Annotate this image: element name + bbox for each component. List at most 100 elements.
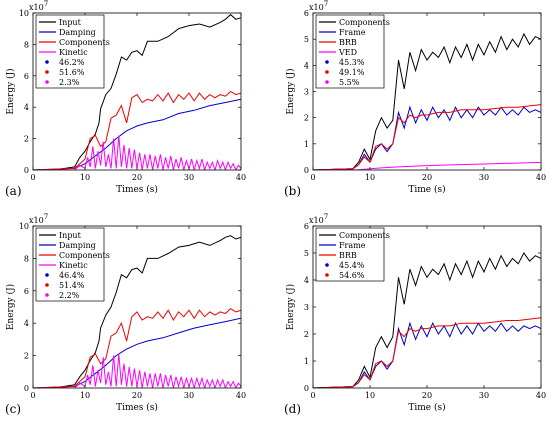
y-tick-label: 1 [304, 140, 309, 149]
y-tick-label: 4 [304, 61, 309, 70]
series-line-damping [33, 98, 241, 170]
percentage-marker [325, 70, 329, 74]
x-tick-label: 30 [479, 173, 489, 182]
y-tick-label: 0 [304, 384, 309, 393]
percentage-marker [45, 283, 49, 287]
y-axis-label: Energy (J) [285, 284, 296, 330]
x-axis-label: Time (s) [408, 184, 445, 195]
percentage-marker [45, 293, 49, 297]
legend-entry: BRB [339, 251, 357, 260]
series-line-components [313, 32, 541, 170]
y-axis-multiplier: x107 [29, 0, 48, 12]
legend-entry: BRB [339, 38, 357, 47]
x-tick-label: 0 [30, 173, 35, 182]
percentage-marker [325, 263, 329, 267]
series-line-frame [313, 105, 541, 170]
legend-entry: Components [59, 251, 110, 260]
percentage-marker [45, 80, 49, 84]
y-tick-label: 2 [24, 135, 29, 144]
percentage-label: 46.2% [59, 58, 85, 67]
x-axis-label: Time (s) [408, 402, 445, 413]
y-tick-label: 4 [24, 103, 29, 112]
x-tick-label: 10 [365, 173, 375, 182]
legend-entry: Frame [339, 28, 366, 37]
legend-entry: VED [338, 48, 357, 57]
x-tick-label: 30 [184, 391, 194, 400]
x-tick-label: 10 [80, 391, 90, 400]
x-tick-label: 40 [536, 173, 546, 182]
y-tick-label: 6 [24, 72, 29, 81]
legend-entry: Components [59, 38, 110, 47]
x-tick-label: 20 [132, 173, 142, 182]
series-line-brb [313, 104, 541, 170]
y-tick-label: 2 [304, 114, 309, 123]
x-tick-label: 40 [236, 173, 246, 182]
y-tick-label: 0 [24, 384, 29, 393]
y-tick-label: 8 [24, 40, 29, 49]
legend-entry: Components [339, 231, 390, 240]
y-tick-label: 6 [304, 9, 309, 18]
series-line-components [33, 90, 241, 170]
legend-entry: Damping [59, 241, 96, 250]
panel-label: (a) [5, 184, 22, 198]
series-line-components [33, 307, 241, 388]
percentage-label: 49.1% [339, 68, 365, 77]
series-line-damping [33, 317, 241, 388]
percentage-label: 45.3% [339, 58, 365, 67]
y-axis-label: Energy (J) [285, 68, 296, 114]
percentage-label: 46.4% [59, 271, 85, 280]
legend-entry: Input [59, 231, 82, 240]
legend-entry: Kinetic [59, 261, 88, 270]
y-tick-label: 0 [304, 166, 309, 175]
percentage-label: 5.5% [339, 78, 360, 87]
y-tick-label: 5 [304, 35, 309, 44]
percentage-marker [325, 60, 329, 64]
percentage-marker [45, 60, 49, 64]
series-line-kinetic [33, 353, 241, 388]
percentage-label: 54.6% [339, 271, 365, 280]
panel-label: (b) [284, 184, 301, 198]
percentage-label: 45.4% [339, 261, 365, 270]
y-tick-label: 6 [24, 287, 29, 296]
series-line-ved [313, 161, 541, 170]
percentage-label: 51.4% [59, 281, 85, 290]
legend-entry: Components [339, 18, 390, 27]
y-tick-label: 0 [24, 166, 29, 175]
legend-entry: Frame [339, 241, 366, 250]
x-tick-label: 0 [310, 391, 315, 400]
y-axis-label: Energy (J) [5, 284, 16, 330]
series-line-frame [313, 321, 541, 388]
y-axis-label: Energy (J) [5, 68, 16, 114]
percentage-marker [325, 273, 329, 277]
x-tick-label: 20 [132, 391, 142, 400]
series-line-kinetic [33, 135, 241, 170]
x-tick-label: 30 [479, 391, 489, 400]
y-tick-label: 3 [304, 303, 309, 312]
y-tick-label: 10 [19, 9, 29, 18]
x-tick-label: 10 [80, 173, 90, 182]
y-tick-label: 3 [304, 88, 309, 97]
y-axis-multiplier: x107 [29, 213, 48, 225]
x-tick-label: 20 [422, 391, 432, 400]
y-tick-label: 5 [304, 249, 309, 258]
panel-label: (c) [5, 402, 21, 416]
percentage-marker [45, 70, 49, 74]
series-line-brb [313, 317, 541, 388]
y-tick-label: 6 [304, 222, 309, 231]
y-axis-multiplier: x107 [309, 0, 328, 12]
percentage-label: 2.3% [59, 78, 80, 87]
x-axis-label: Times (s) [116, 402, 158, 413]
percentage-label: 2.2% [59, 291, 80, 300]
panel-label: (d) [284, 402, 301, 416]
series-line-components [313, 252, 541, 388]
legend-entry: Damping [59, 28, 96, 37]
y-axis-multiplier: x107 [309, 213, 328, 225]
x-tick-label: 40 [236, 391, 246, 400]
y-tick-label: 10 [19, 222, 29, 231]
x-tick-label: 0 [30, 391, 35, 400]
